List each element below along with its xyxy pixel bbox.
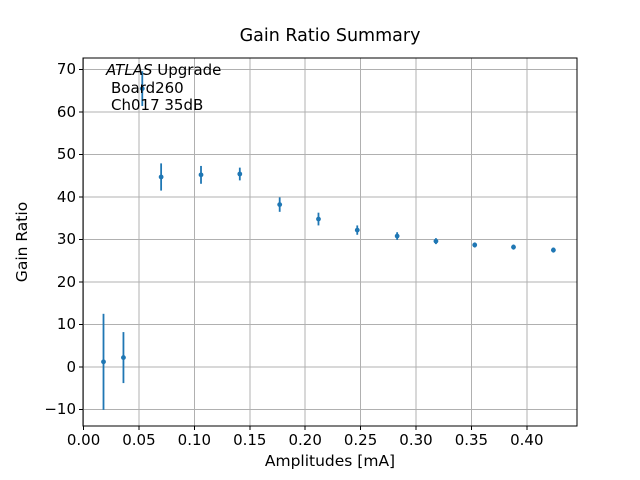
annotation-experiment-name: ATLAS <box>106 61 153 79</box>
x-tick-label: 0.10 <box>177 431 212 449</box>
y-tick-label: 20 <box>56 272 76 291</box>
chart-title: Gain Ratio Summary <box>239 26 421 46</box>
x-tick-label: 0.05 <box>122 431 156 449</box>
y-tick-label: 40 <box>56 187 76 206</box>
data-point-marker <box>237 171 243 177</box>
annotation-line-1: ATLAS Upgrade <box>106 61 222 80</box>
x-axis-label: Amplitudes [mA] <box>264 452 396 470</box>
x-tick-label: 0.30 <box>399 431 433 449</box>
x-tick-label: 0.15 <box>233 431 267 449</box>
y-tick-label: 30 <box>56 230 76 249</box>
x-tick-label: 0.35 <box>454 431 489 449</box>
data-point-marker <box>511 244 516 250</box>
axes-spines <box>82 57 578 427</box>
y-tick-label: 10 <box>56 315 76 334</box>
data-point-marker <box>121 355 126 360</box>
x-tick-label: 0.25 <box>343 431 378 449</box>
data-point-marker <box>277 202 283 208</box>
y-tick-label: 70 <box>56 60 76 79</box>
y-tick-label: 60 <box>56 102 76 121</box>
data-point-marker <box>198 172 204 178</box>
data-point-marker <box>394 233 400 239</box>
y-tick-label: 50 <box>56 145 76 164</box>
data-point-marker <box>101 359 106 365</box>
y-axis-label: Gain Ratio <box>13 201 31 283</box>
data-point-marker <box>139 86 145 91</box>
data-point-marker <box>550 247 556 253</box>
data-point-marker <box>354 227 360 233</box>
annotation-line-2: Board260 <box>111 78 184 97</box>
x-tick-label: 0.40 <box>510 431 544 449</box>
data-point-marker <box>158 174 164 180</box>
annotation-line-1-rest: Upgrade <box>152 61 222 79</box>
plot-annotation: ATLAS Upgrade Board260 Ch017 35dB <box>106 61 222 115</box>
y-tick-label: −10 <box>44 400 76 419</box>
x-tick-label: 0.20 <box>288 431 322 449</box>
annotation-line-3: Ch017 35dB <box>111 96 204 114</box>
x-tick-label: 0.00 <box>66 431 101 449</box>
data-point-marker <box>472 242 478 248</box>
y-tick-label: 0 <box>66 357 76 376</box>
data-point-marker <box>316 216 321 222</box>
data-point-marker <box>433 238 439 244</box>
